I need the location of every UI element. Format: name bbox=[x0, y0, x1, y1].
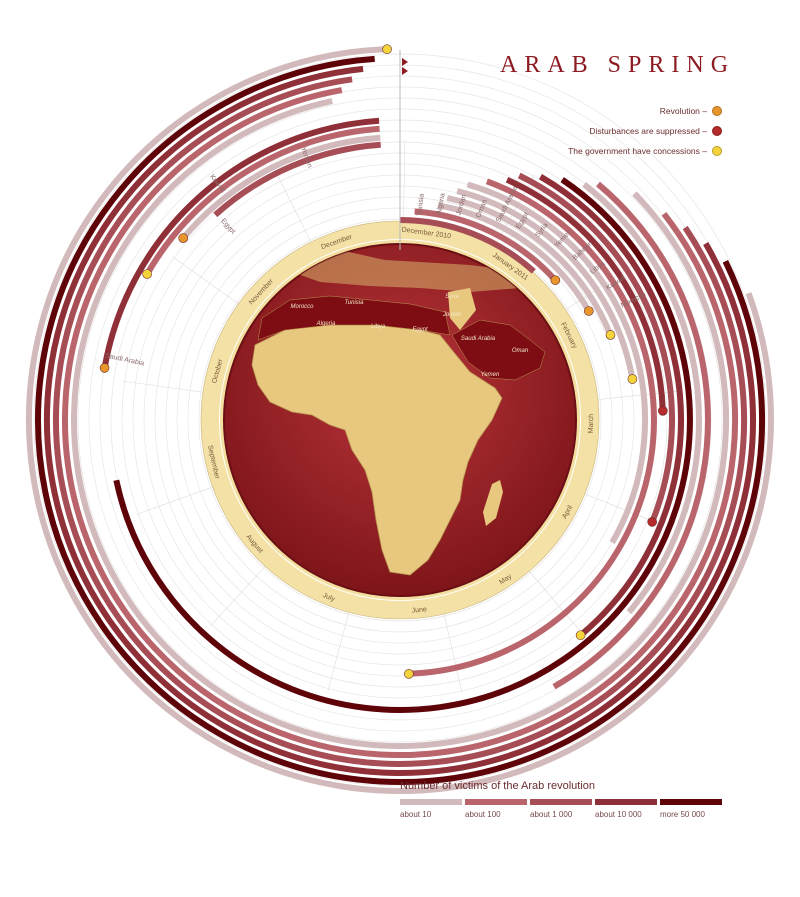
country-arc bbox=[414, 208, 558, 283]
map-label: Syria bbox=[445, 294, 459, 300]
outcome-dot bbox=[142, 269, 152, 279]
scale-bar bbox=[465, 799, 527, 805]
outcome-dot bbox=[605, 330, 616, 340]
country-arc bbox=[113, 177, 693, 713]
map-label: Libya bbox=[371, 324, 386, 330]
country-arc bbox=[71, 98, 729, 749]
country-arc bbox=[180, 134, 381, 241]
outcome-dot bbox=[583, 306, 594, 316]
country-arc bbox=[25, 46, 774, 794]
map-label: Egypt bbox=[412, 327, 428, 333]
madagascar-land bbox=[483, 480, 503, 526]
country-label: Tunisia bbox=[416, 193, 425, 216]
legend-label: The government have concessions – bbox=[568, 146, 707, 156]
outcome-dot bbox=[658, 406, 668, 416]
scale-bar bbox=[595, 799, 657, 805]
month-label: March bbox=[588, 414, 595, 434]
outcome-dots bbox=[99, 44, 668, 679]
country-arc bbox=[399, 217, 536, 274]
page-title: ARAB SPRING bbox=[500, 52, 736, 78]
arabia-land bbox=[451, 319, 546, 381]
scale-item: about 1 000 bbox=[530, 799, 592, 819]
scale-item: about 10 000 bbox=[595, 799, 657, 819]
map-label: Saudi Arabia bbox=[461, 336, 496, 342]
victims-title: Number of victims of the Arab revolution bbox=[400, 780, 596, 792]
africa-land bbox=[251, 324, 503, 576]
suppressed-dot-icon bbox=[712, 126, 722, 136]
country-arc bbox=[213, 141, 381, 218]
country-arc bbox=[35, 55, 765, 785]
concessions-dot-icon bbox=[712, 146, 722, 156]
country-arc bbox=[552, 181, 711, 690]
scale-item: more 50 000 bbox=[660, 799, 722, 819]
scale-bar bbox=[400, 799, 462, 805]
country-arc bbox=[437, 202, 592, 313]
globe bbox=[220, 240, 580, 600]
revolution-dot-icon bbox=[712, 106, 722, 116]
scale-item: about 100 bbox=[465, 799, 527, 819]
scale-label: more 50 000 bbox=[660, 810, 705, 819]
map-label: Algeria bbox=[316, 321, 336, 327]
country-arc bbox=[582, 182, 702, 615]
country-label: Egypt bbox=[219, 218, 236, 236]
country-arc bbox=[101, 117, 380, 369]
country-arc bbox=[53, 76, 747, 767]
country-arc bbox=[505, 176, 666, 411]
scale-label: about 100 bbox=[465, 810, 501, 819]
marker-triangle bbox=[402, 58, 408, 66]
map-label: Tunisia bbox=[345, 300, 365, 306]
legend-label: Disturbances are suppressed – bbox=[589, 126, 707, 136]
scale-label: about 1 000 bbox=[530, 810, 573, 819]
country-arc bbox=[456, 188, 636, 380]
country-arc bbox=[446, 195, 614, 337]
scale-item: about 10 bbox=[400, 799, 462, 819]
country-label: Algeria bbox=[436, 193, 447, 216]
legend-item-suppressed: Disturbances are suppressed – bbox=[568, 121, 722, 141]
legend-item-revolution: Revolution – bbox=[568, 101, 722, 121]
legend-label: Revolution – bbox=[659, 106, 707, 116]
country-arc bbox=[466, 181, 649, 544]
north-africa-land bbox=[257, 295, 451, 341]
country-arc bbox=[43, 65, 756, 776]
country-arc bbox=[517, 172, 675, 524]
marker-triangle bbox=[402, 67, 408, 75]
scale-label: about 10 bbox=[400, 810, 432, 819]
outcome-legend: Revolution – Disturbances are suppressed… bbox=[568, 101, 722, 161]
scale-bar bbox=[660, 799, 722, 805]
month-label: June bbox=[411, 606, 427, 615]
country-arc bbox=[144, 125, 380, 276]
month-label: July bbox=[321, 592, 336, 603]
outcome-dot bbox=[627, 374, 638, 384]
europe-land bbox=[290, 250, 520, 292]
outcome-dot bbox=[178, 233, 189, 243]
legend-item-concessions: The government have concessions – bbox=[568, 141, 722, 161]
map-label: Oman bbox=[512, 348, 529, 354]
map-label: Yemen bbox=[481, 372, 500, 378]
country-label: Saudi Arabia bbox=[104, 352, 144, 367]
map-label: Jordan bbox=[442, 312, 462, 318]
outcome-dot bbox=[647, 517, 657, 527]
country-arc bbox=[408, 178, 657, 677]
map-labels: Morocco Tunisia Algeria Libya Egypt Syria Jord… bbox=[290, 294, 528, 378]
outcome-dot bbox=[404, 669, 414, 679]
scale-bar bbox=[530, 799, 592, 805]
outcome-dot bbox=[575, 630, 586, 641]
country-arc bbox=[538, 174, 685, 638]
scale-label: about 10 000 bbox=[595, 810, 642, 819]
outcome-dot bbox=[99, 363, 110, 373]
victims-scale: Number of victims of the Arab revolution… bbox=[400, 780, 722, 819]
outcome-dot bbox=[382, 44, 392, 55]
levant-land bbox=[448, 288, 476, 330]
map-label: Morocco bbox=[290, 304, 314, 310]
outcome-dot bbox=[550, 275, 561, 285]
country-arc bbox=[61, 87, 738, 758]
country-arcs bbox=[25, 46, 774, 794]
